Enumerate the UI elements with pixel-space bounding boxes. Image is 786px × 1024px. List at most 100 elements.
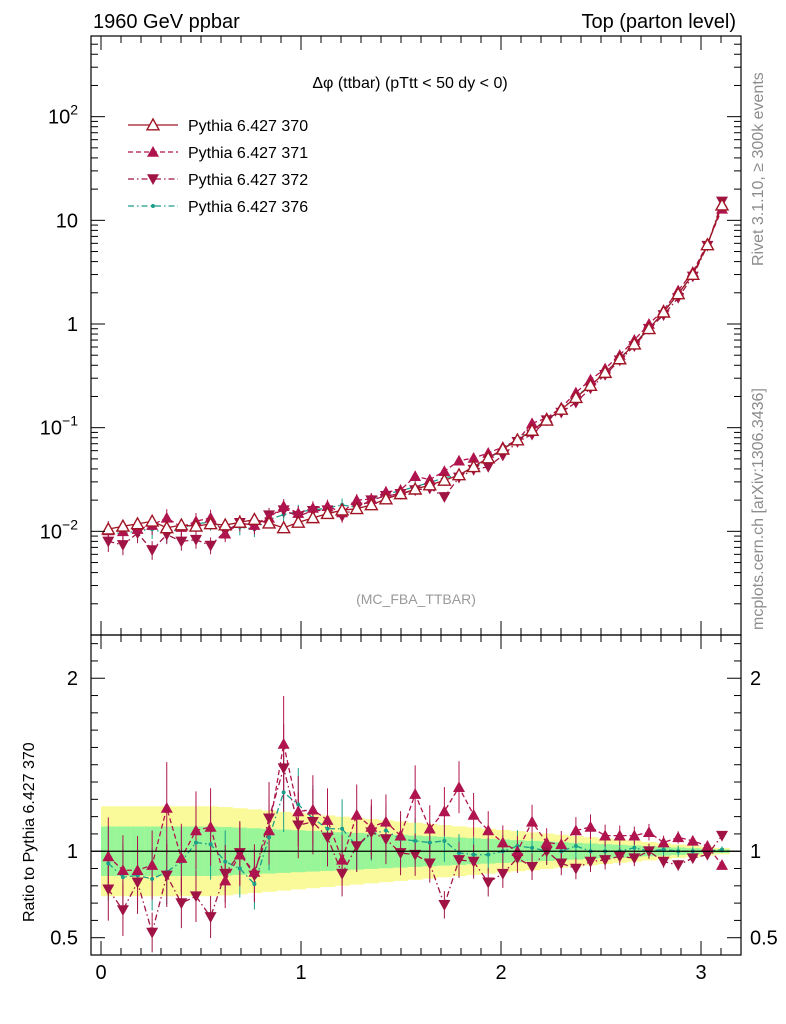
series-2-ratio-point xyxy=(102,884,115,896)
series-1-ratio-point xyxy=(102,850,115,862)
x-tick-label: 2 xyxy=(495,962,506,984)
series-3-ratio-point xyxy=(150,876,155,881)
series-2-point xyxy=(204,540,217,552)
series-0-point xyxy=(466,459,481,473)
series-3-ratio-point xyxy=(413,838,418,843)
series-2-ratio-point xyxy=(467,856,480,868)
analysis-label: (MC_FBA_TTBAR) xyxy=(356,591,476,607)
series-0-point xyxy=(627,336,642,350)
series-0-point xyxy=(349,501,364,515)
series-2-point xyxy=(116,540,129,551)
series-0-point xyxy=(203,516,218,530)
series-2-ratio-point xyxy=(189,891,202,903)
series-3-ratio-point xyxy=(471,852,476,857)
series-2-ratio-point xyxy=(160,870,173,882)
legend-marker-1 xyxy=(147,146,159,157)
series-2-point xyxy=(189,534,202,546)
series-1-ratio-point xyxy=(379,815,392,827)
mcplots-label: mcplots.cern.ch [arXiv:1306.3436] xyxy=(750,388,767,630)
series-1-ratio-point xyxy=(584,821,597,832)
series-1-ratio-point xyxy=(131,864,144,876)
ratio-y-tick-label-right: 1 xyxy=(750,841,761,863)
series-0-point xyxy=(174,517,189,531)
series-2-ratio-point xyxy=(584,856,597,868)
legend: Pythia 6.427 370 Pythia 6.427 371 Pythia 6… xyxy=(128,117,308,216)
series-1-ratio-point xyxy=(701,840,714,851)
series-1-point xyxy=(379,485,392,497)
series-1-ratio-point xyxy=(263,824,276,836)
axis-ticks xyxy=(91,35,742,956)
series-1-ratio-point xyxy=(146,859,159,870)
legend-label-0: Pythia 6.427 370 xyxy=(188,118,308,135)
series-3-ratio-point xyxy=(632,845,637,850)
series-1-point xyxy=(452,454,465,466)
series-3-ratio-point xyxy=(340,826,345,831)
series-0-point xyxy=(115,518,131,532)
series-2-ratio-point xyxy=(423,858,436,870)
ratio-frame xyxy=(90,634,742,956)
y-tick-base: 10 xyxy=(48,107,70,129)
series-2-ratio-point xyxy=(628,853,641,865)
series-3-ratio-point xyxy=(252,882,257,887)
series-0-point xyxy=(320,506,335,520)
series-markers xyxy=(101,196,730,939)
ratio-y-tick-label-right: 0.5 xyxy=(750,928,778,950)
series-2-ratio-point xyxy=(306,817,319,828)
y-tick-exponent: −2 xyxy=(62,516,78,532)
series-0-point xyxy=(144,513,160,527)
series-0-point xyxy=(670,286,686,300)
series-1-ratio-point xyxy=(189,824,202,836)
series-1-ratio-point xyxy=(219,874,232,886)
y-tick-label: 102 xyxy=(48,102,78,129)
series-2-ratio-point xyxy=(613,851,626,863)
series-3-ratio-point xyxy=(106,861,111,866)
series-0-point xyxy=(481,450,496,464)
series-2-point xyxy=(438,492,451,503)
series-2-ratio-point xyxy=(116,905,129,917)
series-1-point xyxy=(277,500,290,511)
series-1-ratio-point xyxy=(482,824,495,836)
series-0-point xyxy=(291,514,306,528)
y-tick-exponent: 2 xyxy=(70,102,78,118)
series-0-point xyxy=(656,304,671,318)
series-0-point xyxy=(393,486,408,500)
series-0-point xyxy=(524,423,540,436)
series-1-point xyxy=(526,417,539,429)
series-2-ratio-point xyxy=(336,868,349,880)
series-1-ratio-point xyxy=(423,822,436,834)
series-2-ratio-point xyxy=(526,861,539,873)
ratio-y-tick-label: 2 xyxy=(67,668,78,690)
series-3-ratio-point xyxy=(442,838,447,843)
series-1-ratio-point xyxy=(555,838,568,850)
series-1-ratio-point xyxy=(350,808,363,820)
series-0-point xyxy=(130,516,145,530)
series-2-ratio-point xyxy=(496,868,509,880)
y-tick-base: 10 xyxy=(40,418,62,440)
series-0-point xyxy=(305,510,321,524)
series-0-point xyxy=(188,518,204,532)
series-2-ratio-point xyxy=(701,849,714,861)
series-1-ratio-point xyxy=(116,864,129,876)
series-0-point xyxy=(568,390,584,404)
series-2-ratio-point xyxy=(452,855,465,866)
series-0-point xyxy=(261,515,277,529)
series-2-ratio-point xyxy=(131,877,144,889)
series-0-point xyxy=(495,441,511,455)
series-2-ratio-point xyxy=(379,834,392,846)
series-1-ratio-point xyxy=(599,829,612,841)
series-3-ratio-point xyxy=(486,852,491,857)
series-1-ratio-point xyxy=(540,836,553,848)
series-0-point xyxy=(364,497,379,511)
series-1-ratio-point xyxy=(321,814,334,825)
series-1-ratio-point xyxy=(526,815,539,827)
series-3-ratio-point xyxy=(530,845,535,850)
series-1-ratio-point xyxy=(248,865,261,877)
series-1-ratio-point xyxy=(672,831,685,843)
series-0-point xyxy=(685,267,700,281)
y-tick-base: 10 xyxy=(40,521,62,543)
series-0-point xyxy=(641,321,657,335)
series-3-ratio-point xyxy=(296,802,301,807)
series-1-ratio-point xyxy=(686,834,699,846)
